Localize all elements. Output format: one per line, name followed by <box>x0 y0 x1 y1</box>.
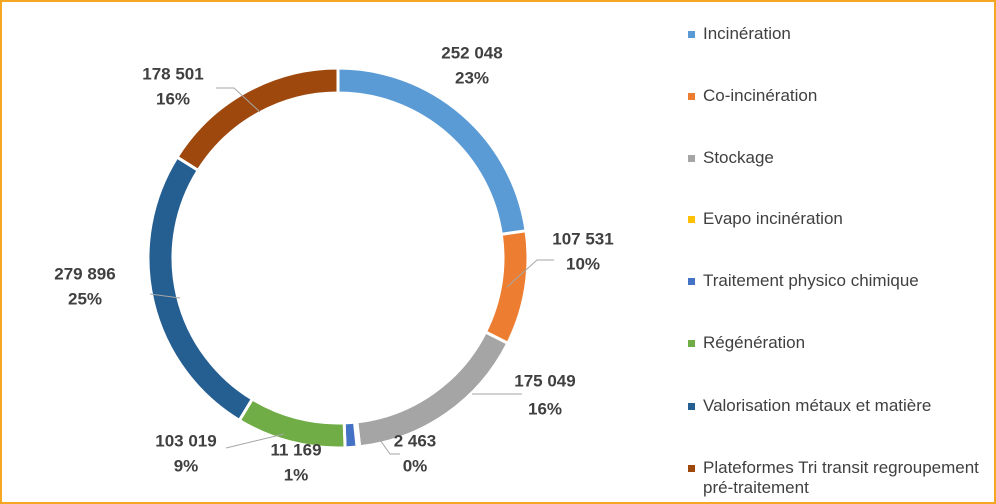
legend-swatch <box>688 216 695 223</box>
percent-label: 10% <box>566 254 600 273</box>
leader-line <box>225 433 285 449</box>
legend-item: Incinération <box>688 24 988 44</box>
percent-label: 25% <box>68 289 102 308</box>
leader-line <box>506 259 554 288</box>
value-label: 252 048 <box>441 43 502 62</box>
leader-line <box>149 293 181 299</box>
percent-label: 23% <box>455 68 489 87</box>
value-label: 103 019 <box>155 431 216 450</box>
slice <box>336 66 528 237</box>
legend-swatch <box>688 403 695 410</box>
legend-label: Stockage <box>703 148 774 167</box>
legend-swatch <box>688 155 695 162</box>
legend-label: Traitement physico chimique <box>703 271 919 290</box>
value-label: 178 501 <box>142 64 203 83</box>
slice <box>174 66 340 173</box>
leader-line <box>379 439 400 455</box>
value-label: 11 169 <box>270 440 321 459</box>
legend-item: Régénération <box>688 333 988 353</box>
legend-swatch <box>688 93 695 100</box>
legend-item: Valorisation métaux et matière <box>688 396 988 416</box>
slice <box>355 330 510 449</box>
legend-item: Evapo incinération <box>688 209 988 229</box>
percent-label: 0% <box>403 456 428 475</box>
value-label: 279 896 <box>54 264 115 283</box>
value-label: 107 531 <box>552 229 613 248</box>
percent-label: 16% <box>528 399 562 418</box>
percent-label: 1% <box>284 465 309 484</box>
legend-swatch <box>688 31 695 38</box>
percent-label: 16% <box>156 89 190 108</box>
legend-label: Co-incinération <box>703 86 818 105</box>
value-label: 2 463 <box>394 431 437 450</box>
legend-item: Traitement physico chimique <box>688 271 988 291</box>
legend-swatch <box>688 278 695 285</box>
legend-swatch <box>688 465 695 472</box>
legend-label: Plateformes Tri transit regroupement pré… <box>703 458 979 497</box>
legend-item: Co-incinération <box>688 86 988 106</box>
legend-item: Stockage <box>688 148 988 168</box>
legend-swatch <box>688 340 695 347</box>
legend-label: Evapo incinération <box>703 209 843 228</box>
legend-item: Plateformes Tri transit regroupement pré… <box>688 458 988 498</box>
leader-line <box>216 87 261 113</box>
slice <box>146 154 255 423</box>
slice <box>483 229 530 346</box>
value-label: 175 049 <box>514 371 575 390</box>
legend-label: Valorisation métaux et matière <box>703 396 932 415</box>
percent-label: 9% <box>174 456 199 475</box>
legend-label: Régénération <box>703 333 806 352</box>
legend-label: Incinération <box>703 24 791 43</box>
